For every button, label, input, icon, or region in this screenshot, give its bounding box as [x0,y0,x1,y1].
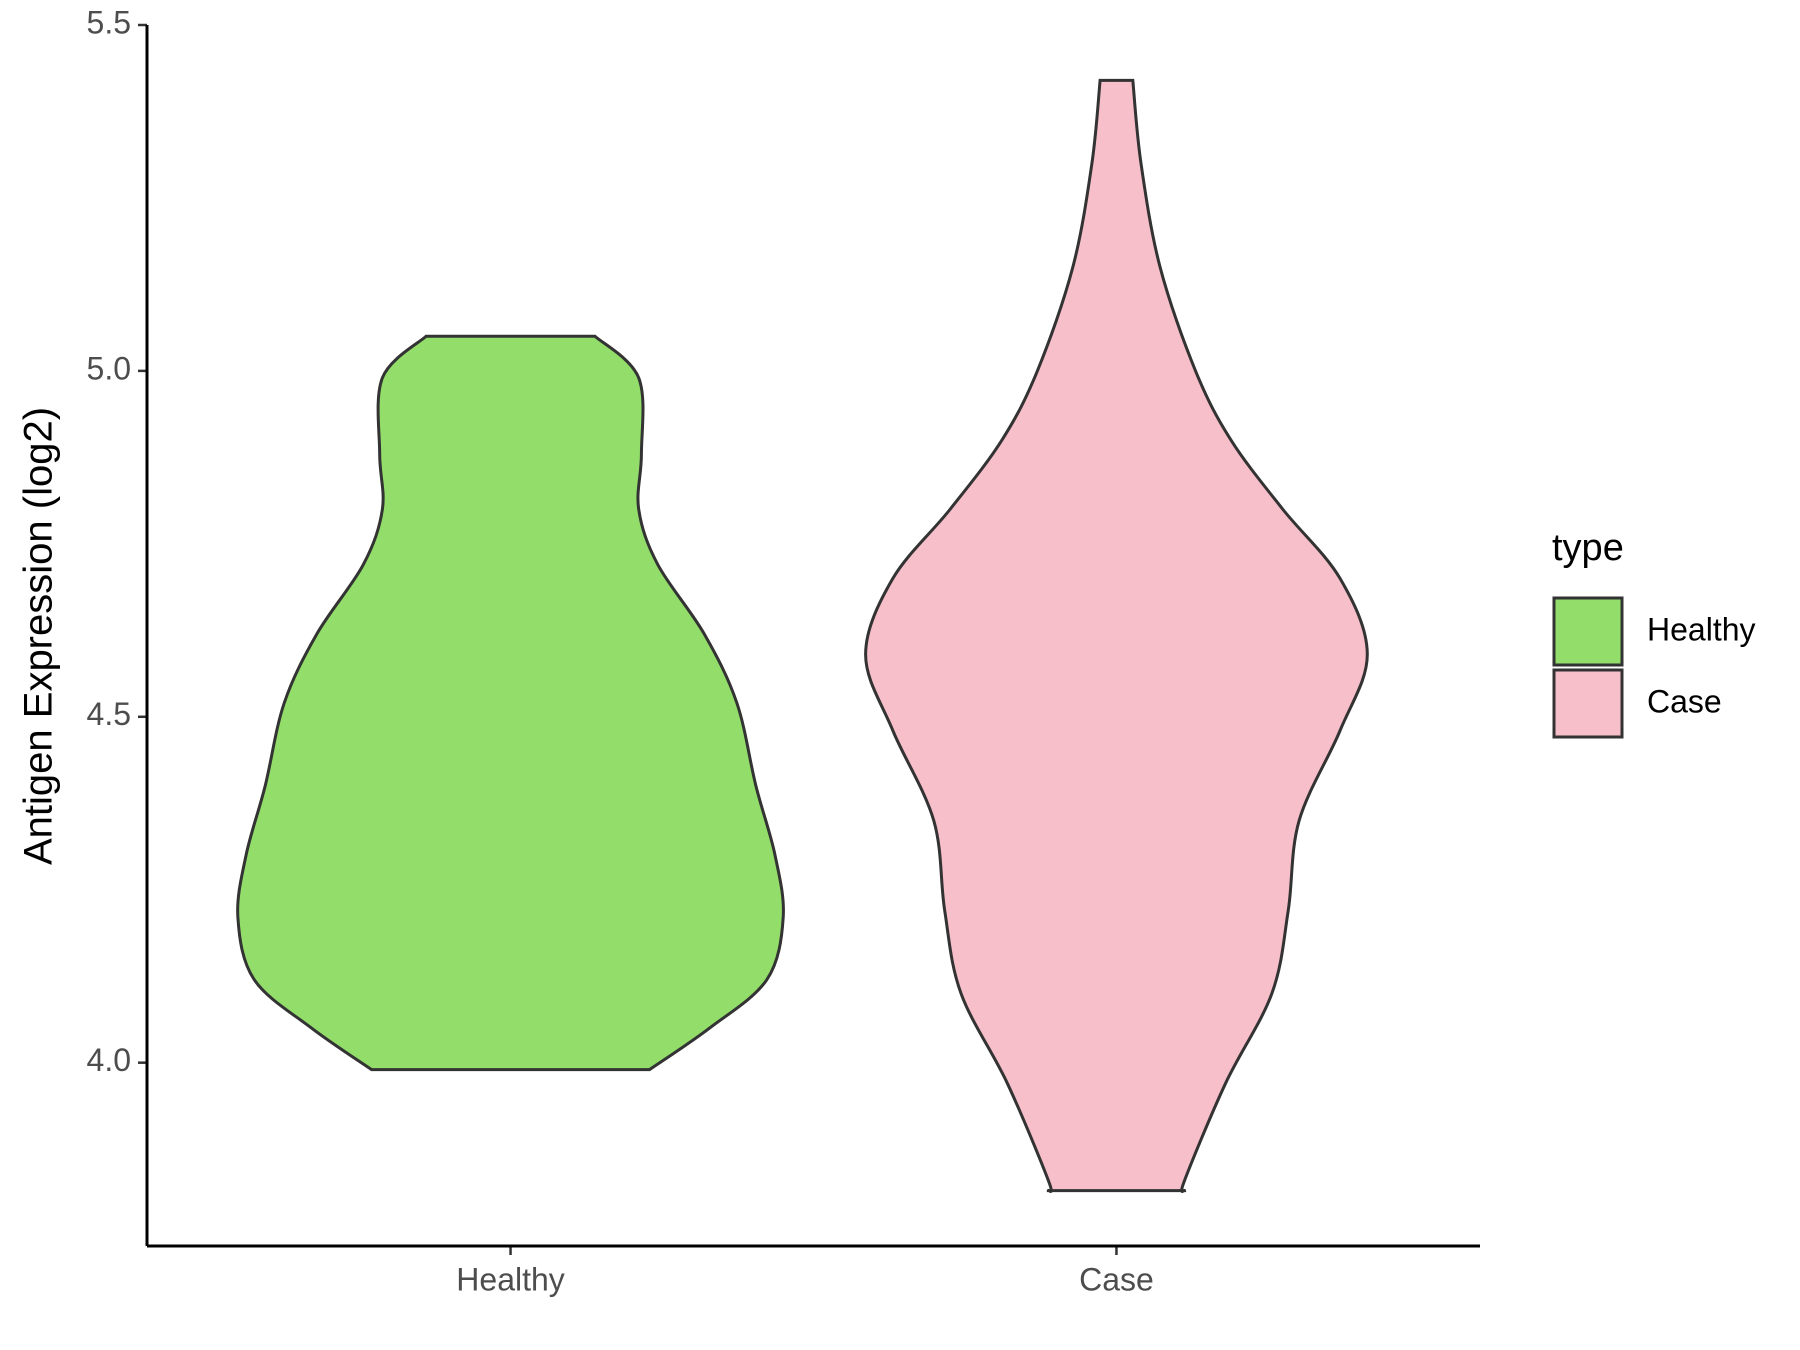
x-tick-label: Healthy [456,1261,565,1297]
legend-label: Healthy [1647,611,1756,647]
y-axis-title: Antigen Expression (log2) [17,407,61,865]
legend-key [1552,596,1624,667]
legend-label: Case [1647,683,1722,719]
y-tick-label: 5.0 [87,350,131,386]
y-tick-label: 5.5 [87,4,131,40]
x-tick-label: Case [1079,1261,1154,1297]
legend-title: type [1552,527,1624,569]
y-tick-label: 4.5 [87,696,131,732]
violin [236,334,785,1072]
y-tick-label: 4.0 [87,1042,131,1078]
legend-key [1552,668,1624,739]
violin [864,78,1369,1194]
